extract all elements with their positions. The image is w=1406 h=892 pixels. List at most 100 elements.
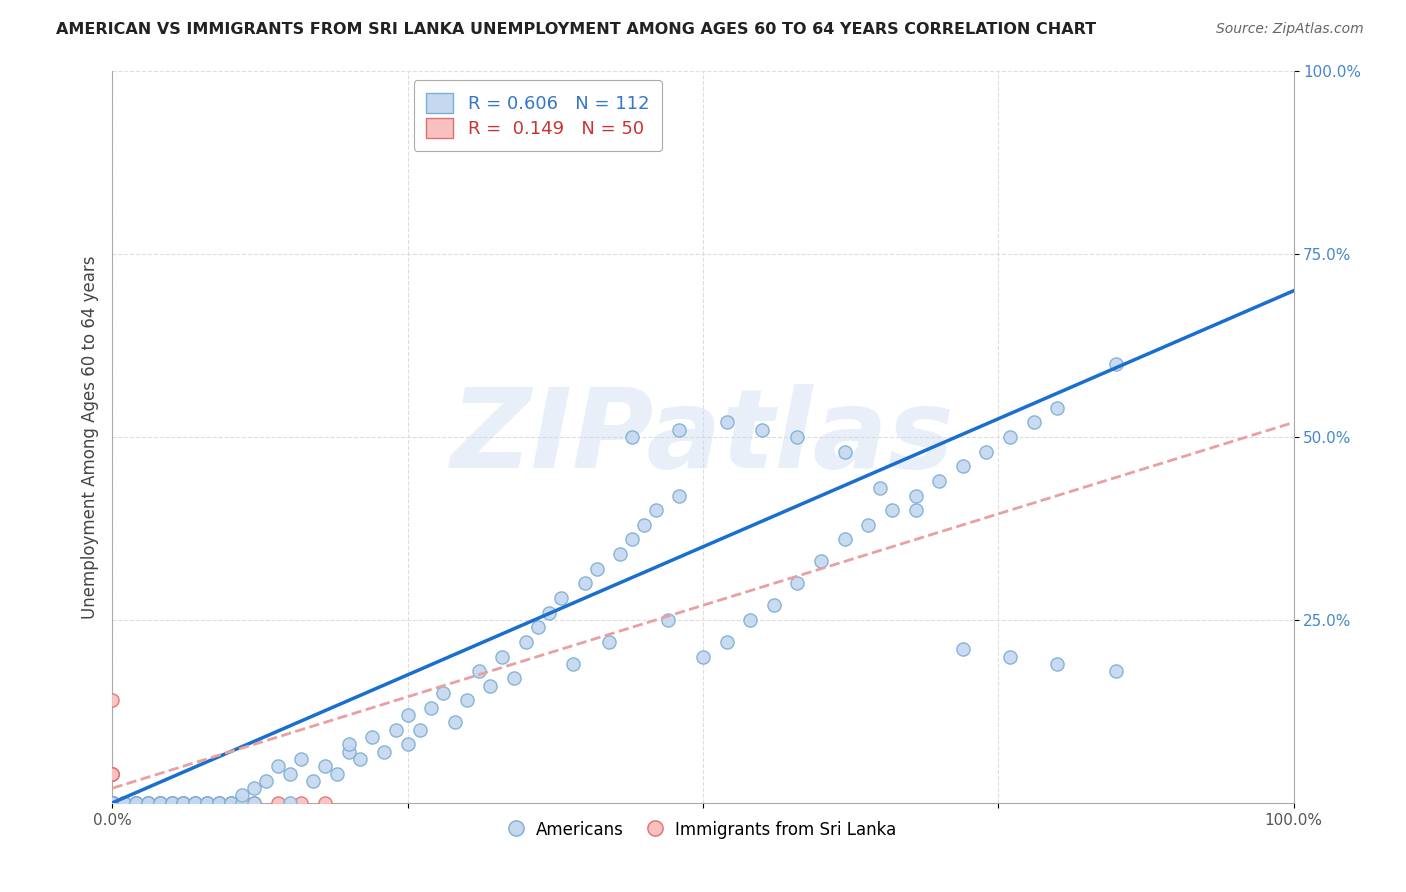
Point <box>101 796 124 810</box>
Point <box>786 430 808 444</box>
Point <box>337 737 360 751</box>
Point <box>184 796 207 810</box>
Point <box>101 796 124 810</box>
Point <box>219 796 242 810</box>
Point <box>585 562 607 576</box>
Point <box>101 796 124 810</box>
Point <box>928 474 950 488</box>
Point <box>267 759 290 773</box>
Point <box>396 708 419 723</box>
Point <box>491 649 513 664</box>
Point <box>160 796 183 810</box>
Point <box>101 796 124 810</box>
Point <box>101 796 124 810</box>
Point <box>136 796 159 810</box>
Point <box>243 796 266 810</box>
Point <box>195 796 218 810</box>
Point <box>231 796 253 810</box>
Point <box>267 796 290 810</box>
Point <box>373 745 395 759</box>
Point <box>219 796 242 810</box>
Point <box>408 723 430 737</box>
Point <box>101 796 124 810</box>
Point <box>467 664 489 678</box>
Point <box>349 752 371 766</box>
Point <box>302 773 325 788</box>
Text: AMERICAN VS IMMIGRANTS FROM SRI LANKA UNEMPLOYMENT AMONG AGES 60 TO 64 YEARS COR: AMERICAN VS IMMIGRANTS FROM SRI LANKA UN… <box>56 22 1097 37</box>
Point <box>432 686 454 700</box>
Point <box>136 796 159 810</box>
Point <box>136 796 159 810</box>
Legend: Americans, Immigrants from Sri Lanka: Americans, Immigrants from Sri Lanka <box>502 814 904 846</box>
Point <box>101 796 124 810</box>
Point <box>314 796 336 810</box>
Point <box>396 737 419 751</box>
Point <box>101 693 124 707</box>
Point <box>858 517 880 532</box>
Point <box>101 796 124 810</box>
Point <box>160 796 183 810</box>
Point <box>112 796 135 810</box>
Point <box>101 796 124 810</box>
Text: Source: ZipAtlas.com: Source: ZipAtlas.com <box>1216 22 1364 37</box>
Point <box>101 796 124 810</box>
Point <box>136 796 159 810</box>
Point <box>149 796 172 810</box>
Point <box>101 766 124 780</box>
Point <box>644 503 666 517</box>
Point <box>1022 416 1045 430</box>
Point <box>904 503 927 517</box>
Point <box>101 796 124 810</box>
Point <box>869 481 891 495</box>
Point <box>112 796 135 810</box>
Point <box>751 423 773 437</box>
Point <box>125 796 148 810</box>
Point <box>208 796 231 810</box>
Point <box>101 796 124 810</box>
Point <box>101 796 124 810</box>
Point <box>1105 357 1128 371</box>
Point <box>149 796 172 810</box>
Point <box>562 657 585 671</box>
Point <box>125 796 148 810</box>
Point <box>456 693 478 707</box>
Point <box>101 796 124 810</box>
Point <box>101 796 124 810</box>
Point <box>290 796 312 810</box>
Point <box>149 796 172 810</box>
Point <box>184 796 207 810</box>
Point <box>101 796 124 810</box>
Point <box>125 796 148 810</box>
Point <box>101 796 124 810</box>
Point <box>668 423 690 437</box>
Point <box>160 796 183 810</box>
Point <box>231 789 253 803</box>
Point <box>1046 657 1069 671</box>
Point <box>503 672 526 686</box>
Point <box>195 796 218 810</box>
Point <box>101 796 124 810</box>
Point <box>574 576 596 591</box>
Point <box>444 715 467 730</box>
Point <box>716 416 738 430</box>
Point <box>112 796 135 810</box>
Point <box>621 430 644 444</box>
Point <box>172 796 194 810</box>
Point <box>101 796 124 810</box>
Point <box>385 723 408 737</box>
Point <box>278 796 301 810</box>
Point <box>101 796 124 810</box>
Point <box>101 796 124 810</box>
Point <box>420 700 443 714</box>
Point <box>254 773 277 788</box>
Point <box>101 796 124 810</box>
Point <box>101 796 124 810</box>
Point <box>998 649 1021 664</box>
Point <box>668 489 690 503</box>
Point <box>101 796 124 810</box>
Point <box>834 533 856 547</box>
Point <box>172 796 194 810</box>
Point <box>692 649 714 664</box>
Point <box>219 796 242 810</box>
Point <box>834 444 856 458</box>
